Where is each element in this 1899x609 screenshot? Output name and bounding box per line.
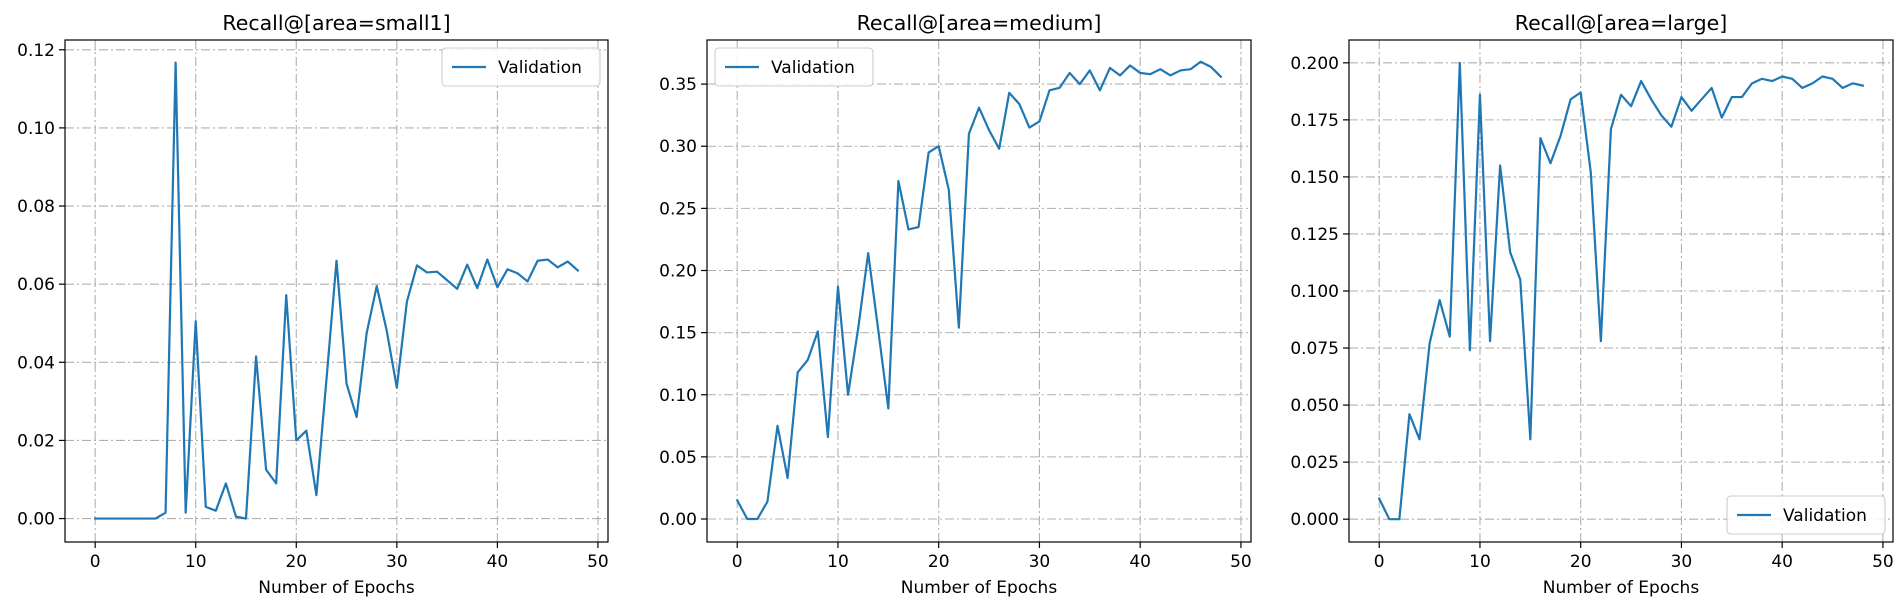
x-axis-ticks: 0 10 20 30 40 50 [732, 542, 1252, 572]
y-tick-label: 0.075 [1290, 339, 1339, 359]
subplot-small1: Recall@[area=small1] 0 10 20 30 40 50 0.000.0… [17, 11, 609, 598]
x-tick-label: 20 [285, 552, 307, 572]
x-tick-label: 0 [1374, 552, 1385, 572]
grid-lines [1349, 40, 1893, 542]
y-axis-ticks: 0.00 0.02 0.04 0.06 0.08 0.10 0.12 [17, 41, 65, 530]
legend: Validation [714, 47, 874, 87]
y-tick-label: 0.25 [659, 199, 697, 219]
x-tick-label: 10 [827, 552, 849, 572]
legend-box [714, 47, 874, 87]
x-tick-label: 20 [1570, 552, 1592, 572]
plot-frame [64, 39, 609, 543]
y-axis-ticks: 0.000 0.025 0.050 0.075 0.100 0.125 0.150 0.175… [1290, 54, 1349, 530]
y-tick-label: 0.20 [659, 261, 697, 281]
x-tick-label: 10 [185, 552, 207, 572]
x-axis-label: Number of Epochs [901, 578, 1058, 598]
x-tick-label: 10 [1469, 552, 1491, 572]
x-tick-label: 30 [1029, 552, 1051, 572]
y-tick-label: 0.00 [659, 510, 697, 530]
chart-title: Recall@[area=small1] [222, 11, 450, 35]
legend-label-validation: Validation [771, 58, 855, 78]
x-tick-label: 50 [587, 552, 609, 572]
series-line-validation [94, 61, 580, 520]
x-axis-label: Number of Epochs [258, 578, 415, 598]
legend-box [1726, 495, 1886, 535]
legend: Validation [441, 47, 601, 87]
x-tick-label: 30 [386, 552, 408, 572]
x-tick-label: 50 [1230, 552, 1252, 572]
y-tick-label: 0.150 [1290, 168, 1339, 188]
y-tick-label: 0.10 [17, 119, 55, 139]
y-tick-label: 0.025 [1290, 453, 1339, 473]
plot-frame [706, 39, 1252, 543]
plot-frame [1348, 39, 1894, 543]
y-axis-ticks: 0.00 0.05 0.10 0.15 0.20 0.25 0.30 0.35 [659, 75, 707, 530]
y-tick-label: 0.000 [1290, 510, 1339, 530]
y-tick-label: 0.08 [17, 197, 55, 217]
y-tick-label: 0.06 [17, 275, 55, 295]
y-tick-label: 0.05 [659, 448, 697, 468]
x-axis-ticks: 0 10 20 30 40 50 [1374, 542, 1894, 572]
y-tick-label: 0.04 [17, 353, 55, 373]
y-tick-label: 0.10 [659, 386, 697, 406]
legend-label-validation: Validation [1783, 506, 1867, 526]
x-tick-label: 50 [1872, 552, 1894, 572]
series-line-validation [735, 60, 1223, 521]
series-line-validation [1377, 61, 1865, 521]
y-tick-label: 0.200 [1290, 54, 1339, 74]
y-tick-label: 0.100 [1290, 282, 1339, 302]
y-tick-label: 0.00 [17, 510, 55, 530]
grid-lines [65, 40, 608, 542]
y-tick-label: 0.15 [659, 324, 697, 344]
legend-box [441, 47, 601, 87]
x-tick-label: 0 [732, 552, 743, 572]
legend-label-validation: Validation [498, 58, 582, 78]
x-tick-label: 40 [487, 552, 509, 572]
y-tick-label: 0.02 [17, 431, 55, 451]
chart-title: Recall@[area=medium] [857, 11, 1102, 35]
chart-title: Recall@[area=large] [1515, 11, 1728, 35]
subplot-medium: Recall@[area=medium] 0 10 20 30 40 50 0.000.0… [659, 11, 1252, 598]
subplot-large: Recall@[area=large] 0 10 20 30 40 50 0.0000.0… [1290, 11, 1893, 598]
x-axis-ticks: 0 10 20 30 40 50 [90, 542, 609, 572]
y-tick-label: 0.050 [1290, 396, 1339, 416]
series-lines [94, 61, 580, 520]
y-tick-label: 0.35 [659, 75, 697, 95]
y-tick-label: 0.125 [1290, 225, 1339, 245]
series-lines [1377, 61, 1865, 521]
x-tick-label: 40 [1129, 552, 1151, 572]
y-tick-label: 0.175 [1290, 111, 1339, 131]
y-tick-label: 0.30 [659, 137, 697, 157]
y-tick-label: 0.12 [17, 41, 55, 61]
series-lines [735, 60, 1223, 521]
x-axis-label: Number of Epochs [1543, 578, 1700, 598]
x-tick-label: 0 [90, 552, 101, 572]
legend: Validation [1726, 495, 1886, 535]
x-tick-label: 20 [928, 552, 950, 572]
x-tick-label: 40 [1771, 552, 1793, 572]
x-tick-label: 30 [1671, 552, 1693, 572]
